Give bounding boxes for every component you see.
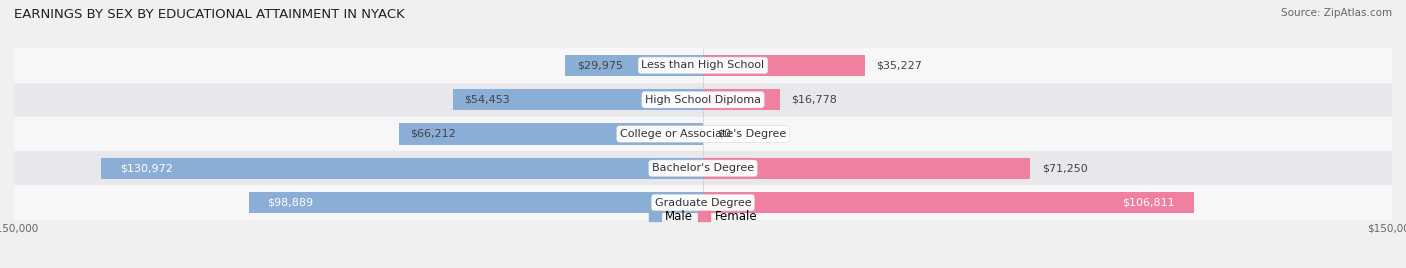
Text: Source: ZipAtlas.com: Source: ZipAtlas.com [1281, 8, 1392, 18]
Text: Less than High School: Less than High School [641, 60, 765, 70]
Bar [249, 192, 703, 213]
Bar [703, 158, 1031, 179]
Text: $71,250: $71,250 [1042, 163, 1087, 173]
Text: $106,811: $106,811 [1122, 198, 1175, 208]
Text: $130,972: $130,972 [120, 163, 173, 173]
Bar [14, 48, 1392, 83]
Bar [565, 55, 703, 76]
Text: $35,227: $35,227 [876, 60, 922, 70]
Bar [703, 89, 780, 110]
Text: $0: $0 [717, 129, 731, 139]
Text: Bachelor's Degree: Bachelor's Degree [652, 163, 754, 173]
Legend: Male, Female: Male, Female [644, 205, 762, 228]
Bar [399, 123, 703, 145]
Text: $98,889: $98,889 [267, 198, 314, 208]
Bar [14, 151, 1392, 185]
Bar [14, 83, 1392, 117]
Bar [14, 185, 1392, 220]
Text: $54,453: $54,453 [464, 95, 510, 105]
Bar [453, 89, 703, 110]
Bar [703, 192, 1194, 213]
Bar [101, 158, 703, 179]
Bar [703, 55, 865, 76]
Text: Graduate Degree: Graduate Degree [655, 198, 751, 208]
Text: College or Associate's Degree: College or Associate's Degree [620, 129, 786, 139]
Bar [14, 117, 1392, 151]
Text: $16,778: $16,778 [792, 95, 838, 105]
Text: $66,212: $66,212 [411, 129, 456, 139]
Text: EARNINGS BY SEX BY EDUCATIONAL ATTAINMENT IN NYACK: EARNINGS BY SEX BY EDUCATIONAL ATTAINMEN… [14, 8, 405, 21]
Text: $29,975: $29,975 [576, 60, 623, 70]
Text: High School Diploma: High School Diploma [645, 95, 761, 105]
